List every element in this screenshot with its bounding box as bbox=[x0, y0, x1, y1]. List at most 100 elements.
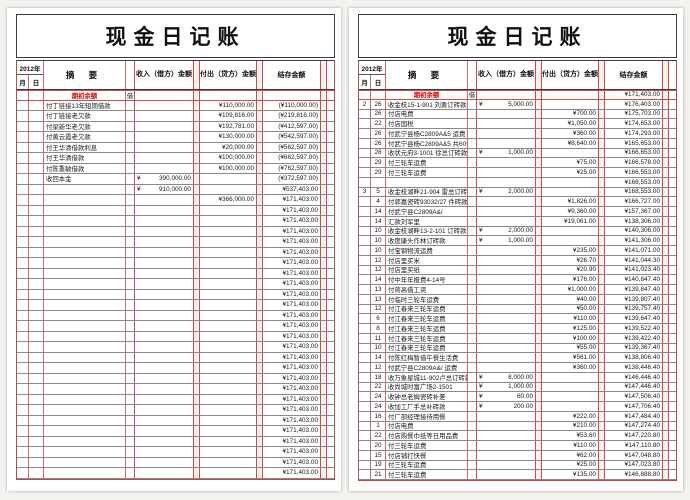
cell-expense: ¥110.00 bbox=[573, 315, 596, 323]
cell-direction bbox=[467, 207, 477, 216]
grid-gap bbox=[256, 363, 263, 373]
cell-summary bbox=[43, 457, 125, 467]
grid-gap bbox=[193, 373, 200, 383]
grid-gap bbox=[320, 205, 327, 215]
grid-gap bbox=[662, 119, 669, 128]
grid-gap bbox=[598, 421, 605, 431]
cell-direction bbox=[125, 384, 135, 394]
cell-income bbox=[135, 437, 193, 447]
ledger-row: ¥171,403.00 bbox=[17, 352, 334, 363]
cell-income bbox=[477, 344, 535, 353]
cell-direction bbox=[125, 258, 135, 268]
cell-income bbox=[135, 353, 193, 363]
grid-gap bbox=[598, 304, 605, 314]
cell-summary bbox=[43, 394, 125, 404]
ledger-row: 11 付江春来三轮车运费 ¥100.00 ¥139,422.40 bbox=[359, 333, 676, 344]
cell-month bbox=[17, 447, 29, 457]
cell-month bbox=[359, 304, 371, 314]
grid-gap bbox=[535, 138, 542, 148]
cell-direction bbox=[125, 300, 135, 310]
cell-month bbox=[17, 405, 29, 415]
ledger-row: 10 收度康头作林订砖款 ¥1,000.00 ¥141,306.00 bbox=[359, 236, 676, 246]
grid-gap bbox=[662, 138, 669, 148]
grid-gap bbox=[535, 129, 542, 138]
cell-summary bbox=[43, 226, 125, 236]
ledger-row: 付丁链接老欠款 ¥109,816.00 (¥219,816.00) bbox=[17, 111, 334, 122]
grid-gap bbox=[598, 255, 605, 265]
cell-month bbox=[17, 289, 29, 299]
grid-gap bbox=[320, 447, 327, 457]
grid-gap bbox=[662, 353, 669, 362]
grid-gap bbox=[662, 226, 669, 236]
grid-gap bbox=[320, 174, 327, 184]
ledger-row: 24 收加工厂手总补砖款 ¥200.00 ¥147,706.40 bbox=[359, 402, 676, 412]
cell-balance: ¥147,110.80 bbox=[624, 441, 660, 449]
cell-day: 26 bbox=[374, 110, 382, 118]
grid-gap bbox=[662, 363, 669, 372]
grid-gap bbox=[535, 109, 542, 119]
grid-gap bbox=[598, 372, 605, 382]
cell-direction bbox=[467, 363, 477, 372]
cell-expense: ¥176.00 bbox=[572, 276, 596, 284]
cell-month bbox=[359, 236, 371, 245]
cell-expense: ¥561.00 bbox=[572, 354, 596, 362]
cell-balance: (¥110,000.00) bbox=[278, 101, 318, 109]
grid-gap bbox=[193, 61, 200, 89]
grid-gap bbox=[535, 411, 542, 421]
cell-balance: ¥171,403.00 bbox=[282, 437, 318, 445]
cell-balance: ¥157,367.00 bbox=[624, 207, 660, 215]
cell-summary bbox=[43, 436, 125, 446]
cell-direction bbox=[125, 289, 135, 299]
cell-day: 11 bbox=[374, 334, 382, 342]
cell-day: 12 bbox=[374, 266, 382, 274]
cell-expense bbox=[542, 91, 598, 99]
cell-expense bbox=[200, 405, 256, 415]
cell-expense: ¥360.00 bbox=[572, 363, 596, 371]
cell-balance: ¥171,403.00 bbox=[282, 469, 318, 477]
cell-month bbox=[359, 343, 371, 353]
grid-gap bbox=[256, 111, 263, 121]
cell-summary: 付武宁县杨C2809A&5 运费 bbox=[385, 129, 467, 138]
cell-summary: 收金枝湖畔13-2-101 订砖款 bbox=[385, 226, 467, 236]
grid-gap bbox=[662, 324, 669, 333]
cell-balance: ¥171,403.00 bbox=[282, 395, 318, 403]
cell-direction bbox=[125, 405, 135, 415]
cell-day: 26 bbox=[374, 100, 382, 108]
cell-day bbox=[29, 227, 43, 237]
cell-income bbox=[477, 363, 535, 372]
cell-direction bbox=[467, 333, 477, 343]
cell-income bbox=[135, 384, 193, 394]
cell-summary: 付陈重敏借款 bbox=[43, 163, 125, 173]
ledger-row: 付王华清借款利息 ¥20,000.00 (¥562,597.00) bbox=[17, 142, 334, 153]
cell-income: ¥1,000.00 bbox=[479, 149, 533, 157]
cell-summary: 收加工厂手总补砖款 bbox=[385, 402, 467, 411]
cell-month bbox=[359, 402, 371, 411]
ledger-row: 29 付三轮车运费 ¥25.00 ¥166,553.00 bbox=[359, 168, 676, 178]
cell-balance: ¥140,306.00 bbox=[624, 227, 660, 235]
cell-income: ¥910,000.00 bbox=[137, 185, 191, 193]
cell-expense bbox=[200, 227, 256, 237]
header-day: 日 bbox=[374, 80, 382, 87]
grid-gap bbox=[256, 373, 263, 383]
cell-month bbox=[359, 392, 371, 401]
cell-summary: 付厂部经理接待用餐 bbox=[385, 411, 467, 421]
grid-gap bbox=[662, 265, 669, 275]
cell-month bbox=[17, 132, 29, 142]
grid-gap bbox=[320, 436, 327, 446]
ledger-row: ¥171,403.00 bbox=[17, 468, 334, 479]
cell-direction bbox=[125, 132, 135, 142]
cell-day: 1 bbox=[376, 422, 380, 430]
header-summary: 摘 要 bbox=[385, 61, 467, 89]
cell-day bbox=[29, 174, 43, 184]
ledger-row: ¥171,403.00 bbox=[17, 310, 334, 321]
header-month: 月 bbox=[359, 75, 371, 89]
grid-gap bbox=[662, 343, 669, 353]
grid-gap bbox=[535, 119, 542, 128]
grid-gap bbox=[662, 187, 669, 197]
cell-income bbox=[477, 217, 535, 226]
cell-direction bbox=[467, 343, 477, 353]
grid-gap bbox=[535, 158, 542, 167]
cell-income bbox=[477, 119, 535, 128]
cell-expense: ¥130,000.00 bbox=[218, 133, 254, 141]
cell-expense bbox=[200, 321, 256, 331]
